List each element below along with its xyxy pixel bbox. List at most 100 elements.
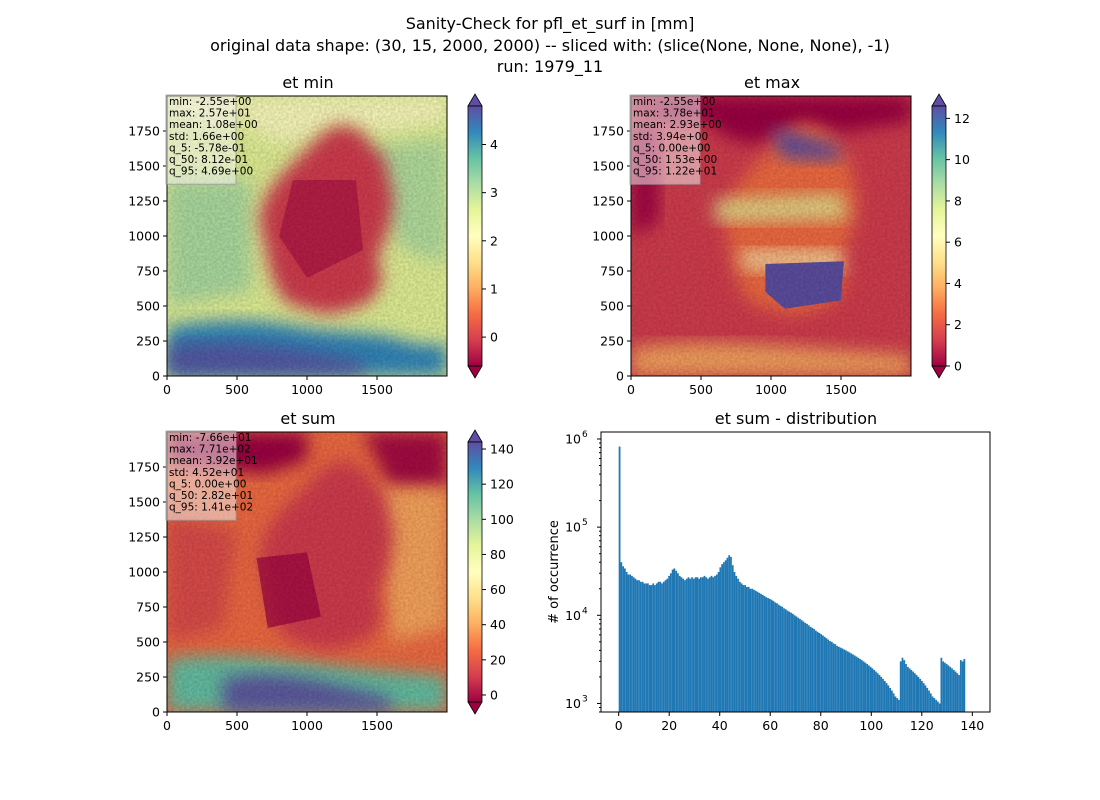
histogram-bar <box>666 578 669 712</box>
histogram-bar <box>942 661 945 712</box>
histogram-bar <box>648 585 651 712</box>
histogram-bar <box>908 668 911 712</box>
histogram-bar <box>901 657 904 712</box>
histogram-bar <box>618 446 621 712</box>
histogram-bar <box>951 668 953 712</box>
histogram-bar <box>827 639 830 712</box>
histogram-bar <box>677 573 679 712</box>
histogram-bar <box>922 683 925 712</box>
histogram-bar <box>919 678 922 712</box>
histogram-bar <box>760 593 762 712</box>
y-tick-label: 1750 <box>128 460 160 475</box>
histogram-bar <box>855 656 858 712</box>
stats-line: max: 7.71e+02 <box>169 444 251 456</box>
histogram-bar <box>659 581 662 712</box>
histogram-bar <box>839 647 842 712</box>
histogram-bar <box>774 602 777 712</box>
histogram-bar <box>878 675 881 712</box>
heatmap-et-min: 0 500 1000 1500 0 250 500 750 1000 1250 1500 1750 <box>128 95 448 397</box>
histogram-bar <box>668 575 670 712</box>
histogram-bar <box>818 632 821 712</box>
stats-line: min: -2.55e+00 <box>169 96 251 108</box>
histogram-bar <box>768 599 771 712</box>
histogram-bar <box>664 580 667 712</box>
histogram-bar <box>770 599 773 712</box>
histogram-bar <box>873 669 876 712</box>
x-tick-label: 1500 <box>825 382 857 397</box>
histogram-bar <box>650 585 653 712</box>
histogram-bar <box>747 586 750 712</box>
histogram-bar <box>860 660 863 712</box>
histogram-bar <box>926 687 929 712</box>
y-tick-label: 250 <box>600 334 624 349</box>
histogram-bar <box>788 611 791 712</box>
colorbar-tick-label: 140 <box>490 442 514 457</box>
histogram-bar <box>797 617 800 712</box>
histogram-bar <box>850 653 853 712</box>
colorbar-tick-label: 20 <box>490 652 506 667</box>
figure-suptitle-line-1: Sanity-Check for pfl_et_surf in [mm] <box>406 14 695 34</box>
colorbar-tick-label: 0 <box>490 330 498 345</box>
histogram-bar <box>929 693 932 712</box>
histogram-bar <box>754 590 757 712</box>
histogram-bar <box>887 685 890 712</box>
histogram-bar <box>654 585 656 712</box>
y-tick-label: 750 <box>600 264 624 279</box>
histogram-bar <box>811 627 814 712</box>
histogram-bar <box>852 654 854 712</box>
histogram-bar <box>890 690 893 712</box>
x-tick-label: 500 <box>689 382 713 397</box>
histogram-bar <box>871 668 874 712</box>
x-tick-label: 1000 <box>291 382 323 397</box>
x-tick-label: 1500 <box>361 718 393 733</box>
stats-line: min: -2.55e+00 <box>633 96 715 108</box>
histogram-bar <box>936 701 939 712</box>
histogram-bar <box>931 696 934 712</box>
histogram-bar <box>735 575 738 712</box>
histogram-bar <box>753 589 755 712</box>
histogram-bar <box>724 560 727 712</box>
histogram-bar <box>892 693 895 712</box>
y-tick-exponent: 4 <box>582 606 588 616</box>
histogram-frame <box>600 431 991 713</box>
stats-line: q_5: 0.00e+00 <box>169 478 246 490</box>
histogram-bar <box>834 644 837 712</box>
histogram-bar <box>799 618 801 712</box>
histogram-bar <box>864 662 867 712</box>
x-tick-label: 1500 <box>361 382 393 397</box>
histogram-bar <box>795 616 798 712</box>
histogram-bar <box>723 562 725 712</box>
x-tick-label: 1000 <box>291 718 323 733</box>
histogram-bar <box>745 586 748 712</box>
figure-suptitle-line-2: original data shape: (30, 15, 2000, 2000… <box>210 36 890 55</box>
stats-box-background <box>165 430 237 521</box>
colorbar-gradient <box>467 441 483 703</box>
x-tick-label: 500 <box>225 382 249 397</box>
y-tick-label: 10 <box>565 608 581 623</box>
histogram-bar <box>802 621 805 712</box>
y-tick-label: 1500 <box>592 159 624 174</box>
histogram-bar <box>935 699 937 712</box>
histogram-bar <box>622 566 624 712</box>
histogram-bar <box>866 664 868 712</box>
histogram-ylabel: # of occurrence <box>547 520 562 624</box>
histogram-bar <box>843 649 846 712</box>
histogram-bar <box>809 626 812 712</box>
colorbar-tick-label: 6 <box>954 235 962 250</box>
histogram-bar <box>783 608 785 712</box>
x-tick-label: 20 <box>661 718 677 733</box>
panel-title-et-max: et max <box>744 73 800 92</box>
histogram-bar <box>623 568 626 712</box>
histogram-bar <box>634 578 637 712</box>
colorbar-tick-label: 0 <box>954 359 962 374</box>
y-tick-label: 1250 <box>128 530 160 545</box>
histogram-bar <box>885 683 888 712</box>
histogram-bar <box>691 577 693 712</box>
histogram-bar <box>837 646 840 712</box>
y-tick-exponent: 3 <box>582 694 588 704</box>
colorbar-extend-max <box>467 93 483 107</box>
histogram-bar <box>813 628 815 712</box>
histogram-bar <box>820 634 823 712</box>
y-tick-label: 1250 <box>592 194 624 209</box>
